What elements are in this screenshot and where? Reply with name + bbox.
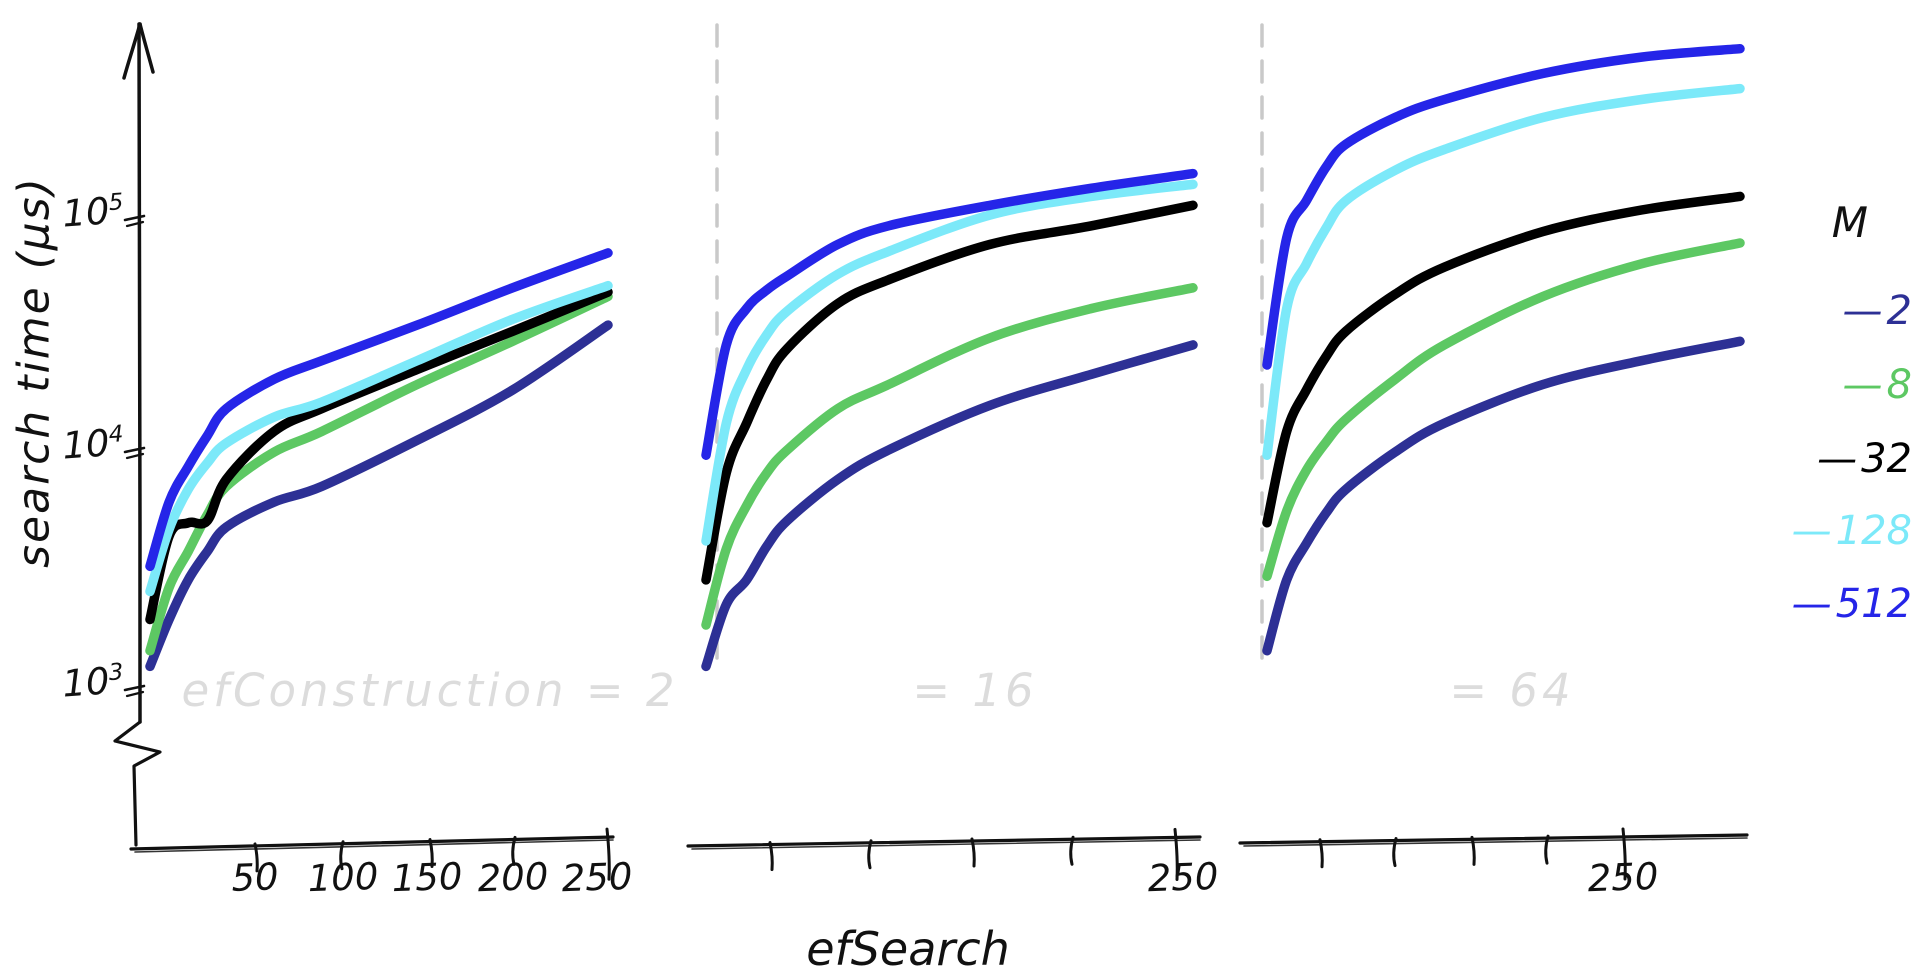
x-axis-line-panel-3 bbox=[1243, 837, 1748, 847]
series-curve-m2-panel-2 bbox=[701, 340, 1198, 672]
x-tick-mark-panel-1 bbox=[339, 840, 345, 871]
panel-watermark-efc16: = 16 bbox=[912, 664, 1038, 717]
y-tick-base: 10 bbox=[60, 189, 111, 236]
panel-watermark-efc64: = 64 bbox=[1449, 664, 1575, 717]
x-tick-mark-panel-3 bbox=[1621, 827, 1627, 881]
x-tick-mark-panel-1 bbox=[605, 827, 611, 881]
series-curve-m8-panel-1 bbox=[145, 291, 613, 656]
y-tick-label-1e3: 103 bbox=[19, 658, 126, 708]
x-tick-mark-panel-1 bbox=[253, 842, 259, 873]
legend-line-swatch-m128: — bbox=[1791, 508, 1832, 554]
x-tick-label-100: 100 bbox=[306, 854, 380, 901]
series-curve-m32-panel-3 bbox=[1262, 191, 1745, 528]
series-curve-m128-panel-1 bbox=[145, 280, 613, 597]
x-tick-mark-panel-1 bbox=[428, 838, 434, 869]
series-curve-m512-panel-2 bbox=[701, 168, 1198, 460]
x-tick-label-250-p1: 250 bbox=[560, 854, 634, 901]
legend-entry-m8: —8 bbox=[1692, 362, 1912, 408]
y-tick-mark bbox=[123, 446, 146, 454]
series-curve-m2-panel-3 bbox=[1262, 336, 1745, 656]
y-tick-base: 10 bbox=[60, 421, 111, 468]
legend-line-swatch-m32: — bbox=[1817, 436, 1858, 482]
x-tick-label-250-p2: 250 bbox=[1146, 854, 1220, 901]
series-curve-m128-panel-2 bbox=[701, 179, 1198, 546]
x-axis-line-panel-1 bbox=[134, 839, 614, 853]
series-curve-m32-panel-1 bbox=[145, 287, 613, 625]
y-axis-arrowhead bbox=[138, 22, 155, 74]
legend-entry-label-m2: 2 bbox=[1886, 288, 1912, 334]
x-tick-label-150: 150 bbox=[390, 854, 464, 901]
x-tick-label-200: 200 bbox=[476, 854, 550, 901]
x-axis-line-panel-2 bbox=[691, 839, 1201, 850]
x-tick-mark-panel-1 bbox=[511, 835, 517, 866]
legend-entry-label-m128: 128 bbox=[1835, 508, 1912, 554]
y-tick-label-1e4: 104 bbox=[19, 420, 126, 470]
y-tick-exponent: 5 bbox=[107, 189, 125, 217]
series-curve-m8-panel-2 bbox=[701, 283, 1198, 630]
legend-entry-m512: —512 bbox=[1692, 581, 1912, 627]
x-tick-mark-panel-2 bbox=[970, 837, 976, 868]
legend-entry-label-m512: 512 bbox=[1835, 581, 1912, 627]
x-tick-mark-panel-3 bbox=[1470, 835, 1476, 866]
series-curve-m2-panel-1 bbox=[145, 320, 613, 672]
x-axis-line-panel-1 bbox=[129, 835, 615, 851]
y-axis-arrowhead bbox=[122, 22, 142, 80]
y-tick-exponent: 3 bbox=[107, 659, 125, 687]
y-tick-mark bbox=[123, 214, 146, 222]
x-tick-label-250-p3: 250 bbox=[1586, 854, 1660, 901]
y-tick-base: 10 bbox=[60, 659, 111, 706]
y-axis-break bbox=[113, 720, 162, 847]
y-tick-exponent: 4 bbox=[107, 421, 125, 449]
x-axis-line-panel-2 bbox=[686, 835, 1202, 848]
legend-line-swatch-m512: — bbox=[1791, 581, 1832, 627]
panel-watermark-efc2: efConstruction = 2 bbox=[181, 664, 679, 717]
x-axis-title: efSearch bbox=[806, 922, 1010, 976]
legend-title: M bbox=[1831, 198, 1868, 247]
y-tick-mark bbox=[125, 690, 145, 698]
x-tick-mark-panel-3 bbox=[1544, 834, 1550, 865]
series-curve-m8-panel-3 bbox=[1262, 238, 1745, 582]
series-curve-m128-panel-3 bbox=[1262, 83, 1745, 460]
legend-line-swatch-m8: — bbox=[1842, 362, 1883, 408]
x-tick-mark-panel-2 bbox=[1173, 827, 1179, 881]
x-tick-mark-panel-3 bbox=[1318, 838, 1324, 869]
legend-line-swatch-m2: — bbox=[1842, 288, 1883, 334]
x-tick-mark-panel-3 bbox=[1392, 837, 1398, 868]
y-tick-mark bbox=[125, 220, 145, 228]
x-tick-mark-panel-2 bbox=[1069, 835, 1075, 866]
x-tick-mark-panel-2 bbox=[867, 839, 873, 870]
legend-entry-label-m8: 8 bbox=[1886, 362, 1912, 408]
x-tick-mark-panel-2 bbox=[768, 841, 774, 872]
series-curve-m32-panel-2 bbox=[701, 200, 1198, 585]
series-curve-m512-panel-1 bbox=[145, 248, 613, 572]
series-curve-m512-panel-3 bbox=[1262, 43, 1745, 370]
legend-entry-m32: —32 bbox=[1692, 436, 1912, 482]
x-tick-label-50: 50 bbox=[230, 855, 280, 900]
legend-entry-m128: —128 bbox=[1692, 508, 1912, 554]
y-tick-mark bbox=[125, 452, 145, 460]
y-axis-line bbox=[137, 22, 142, 724]
y-tick-label-1e5: 105 bbox=[19, 188, 126, 238]
legend-entry-label-m32: 32 bbox=[1861, 436, 1912, 482]
x-axis-line-panel-3 bbox=[1238, 833, 1749, 845]
y-tick-mark bbox=[123, 684, 146, 692]
legend-entry-m2: —2 bbox=[1692, 288, 1912, 334]
